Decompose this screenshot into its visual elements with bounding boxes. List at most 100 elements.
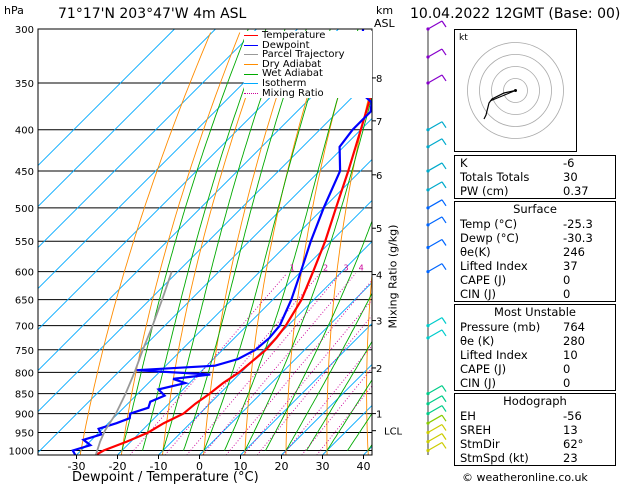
- isotherm: [38, 29, 257, 249]
- index-label: Totals Totals: [460, 170, 530, 184]
- wind-barb-dot: [426, 430, 430, 435]
- legend-label: Wet Adiabat: [262, 68, 323, 80]
- surface-label: CIN (J): [460, 287, 497, 301]
- hodograph-value: 23: [563, 451, 578, 465]
- hodograph-ring: [503, 78, 528, 103]
- dry-adiabat: [366, 270, 372, 455]
- wind-barb-flag: [441, 317, 447, 324]
- mixing-ratio-line: [225, 279, 372, 455]
- most-unstable-label: θe (K): [460, 334, 495, 348]
- wind-barb-flag: [441, 138, 447, 146]
- wet-adiabat: [121, 29, 249, 451]
- surface-row: CAPE (J) 0: [455, 273, 615, 287]
- wet-adiabat: [183, 29, 307, 451]
- hodograph-row: SREH 13: [455, 423, 615, 437]
- legend-item: Mixing Ratio: [244, 88, 372, 99]
- wet-adiabat: [203, 29, 331, 451]
- wind-barb: [427, 48, 443, 58]
- wind-barb-flag: [441, 216, 447, 224]
- isotherm: [38, 29, 175, 167]
- legend-item: Parcel Trajectory: [244, 50, 372, 60]
- legend-item: Temperature: [244, 31, 372, 41]
- km-tick-label: 7: [376, 117, 382, 128]
- series-line-temperature: [95, 88, 372, 455]
- index-value: 0.37: [563, 184, 589, 198]
- hodograph-label: EH: [460, 409, 476, 423]
- index-label: PW (cm): [460, 184, 509, 198]
- hodograph-label: StmSpd (kt): [460, 451, 529, 465]
- surface-row: Temp (°C) -25.3: [455, 217, 615, 231]
- most-unstable-value: 280: [563, 334, 585, 348]
- legend-swatch: [244, 44, 258, 46]
- hodograph-ring: [491, 66, 540, 115]
- wind-barb-flag: [441, 20, 447, 28]
- wind-barb-dot: [426, 245, 430, 250]
- wind-barb-flag: [441, 263, 447, 270]
- dry-adiabat: [285, 32, 357, 455]
- asl-label: ASL: [374, 17, 395, 30]
- wind-barb-flag: [441, 424, 447, 431]
- km-label: km: [376, 4, 394, 17]
- most-unstable-row: CAPE (J) 0: [455, 362, 615, 376]
- surface-value: 37: [563, 259, 578, 273]
- wind-barb-flag: [441, 414, 447, 422]
- dry-adiabat: [79, 32, 212, 455]
- most-unstable-label: CAPE (J): [460, 362, 507, 376]
- hodograph-ring: [479, 54, 552, 127]
- isotherm: [38, 76, 372, 413]
- legend-swatch: [244, 92, 258, 94]
- plot-frame: [37, 28, 373, 456]
- dry-adiabat: [326, 81, 372, 455]
- wind-barb: [427, 199, 443, 209]
- mixing-ratio-line: [202, 273, 357, 455]
- hodograph-box: Hodograph EH -56 SREH 13 StmDir 62° StmSpd (kt…: [454, 393, 616, 466]
- pressure-tick-label: 750: [15, 346, 34, 357]
- hodograph: kt: [454, 29, 577, 152]
- wind-barb: [427, 216, 443, 226]
- mixing-ratio-line: [164, 273, 321, 455]
- wind-barb: [427, 74, 443, 84]
- pressure-tick-label: 600: [15, 268, 34, 279]
- hpa-label: hPa: [4, 4, 24, 17]
- wind-barb: [427, 238, 443, 249]
- most-unstable-row: θe (K) 280: [455, 334, 615, 348]
- hodograph-value: 62°: [563, 437, 584, 451]
- surface-row: θe(K) 246: [455, 245, 615, 259]
- pressure-tick-label: 450: [15, 167, 34, 178]
- index-value: 30: [563, 170, 578, 184]
- wind-barb: [427, 263, 443, 273]
- hodograph-label: SREH: [460, 423, 492, 437]
- wind-barb: [427, 424, 443, 434]
- mixing-ratio-label: 10: [407, 264, 417, 273]
- surface-row: Dewp (°C) -30.3: [455, 231, 615, 245]
- mixing-ratio-label: 4: [359, 264, 364, 273]
- legend-item: Dry Adiabat: [244, 59, 372, 70]
- indices-box: K -6 Totals Totals 30 PW (cm) 0.37: [454, 155, 616, 199]
- copyright: © weatheronline.co.uk: [462, 471, 588, 484]
- pressure-tick-label: 850: [15, 390, 34, 401]
- hodograph-label: StmDir: [460, 437, 500, 451]
- km-tick-label: 6: [376, 171, 382, 182]
- pressure-tick-label: 550: [15, 237, 34, 248]
- wind-barb: [427, 414, 443, 424]
- legend-swatch: [244, 35, 258, 37]
- most-unstable-row: Lifted Index 10: [455, 348, 615, 362]
- wind-barb: [427, 121, 443, 131]
- wind-barb-flag: [441, 121, 447, 129]
- most-unstable-label: CIN (J): [460, 376, 497, 390]
- wind-barb: [427, 162, 443, 172]
- legend-label: Temperature: [262, 30, 326, 41]
- km-tick-label: 3: [376, 317, 382, 328]
- surface-label: Dewp (°C): [460, 231, 520, 245]
- wind-barb-flag: [441, 433, 447, 440]
- hodograph-value: -56: [563, 409, 582, 423]
- pressure-tick-label: 400: [15, 126, 34, 137]
- wet-adiabat: [162, 29, 286, 451]
- index-row: PW (cm) 0.37: [455, 184, 615, 198]
- surface-label: θe(K): [460, 245, 491, 259]
- mixing-ratio-line: [256, 314, 372, 455]
- dry-adiabat: [162, 32, 270, 455]
- legend-swatch: [244, 83, 258, 85]
- index-value: -6: [563, 156, 575, 170]
